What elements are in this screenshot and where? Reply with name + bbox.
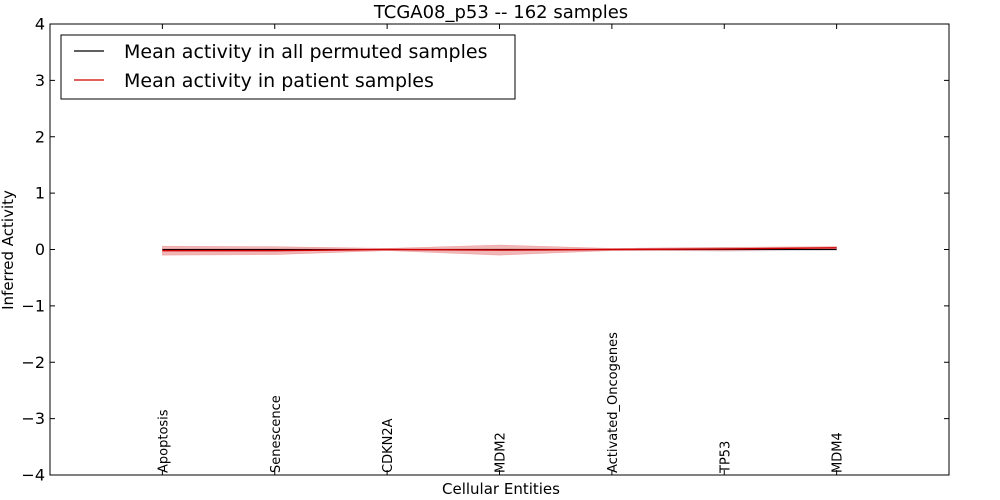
y-tick-label: −4 — [21, 466, 45, 485]
y-axis-ticks: 4 3 2 1 0 −1 −2 −3 −4 — [21, 15, 949, 485]
y-tick-label: 4 — [35, 15, 45, 34]
y-tick-label: −2 — [21, 353, 45, 372]
chart-legend: Mean activity in all permuted samples Me… — [60, 34, 516, 100]
x-tick-label: TP53 — [718, 441, 733, 474]
chart-title: TCGA08_p53 -- 162 samples — [373, 2, 628, 23]
x-tick-label: CDKN2A — [381, 418, 396, 473]
legend-label-permuted: Mean activity in all permuted samples — [124, 41, 487, 63]
x-tick-label: MDM2 — [494, 432, 509, 473]
x-tick-label: Senescence — [269, 395, 284, 473]
x-axis-ticks: Apoptosis Senescence CDKN2A MDM2 Activated_O… — [156, 24, 846, 475]
series-line-patient — [162, 247, 837, 252]
y-tick-label: 0 — [35, 240, 45, 259]
y-tick-label: 1 — [35, 184, 45, 203]
y-tick-label: 2 — [35, 127, 45, 146]
y-tick-label: −3 — [21, 409, 45, 428]
legend-label-patient: Mean activity in patient samples — [124, 70, 434, 92]
series-lines — [162, 247, 837, 252]
x-tick-label: Activated_Oncogenes — [606, 332, 621, 473]
x-axis-label: Cellular Entities — [442, 480, 560, 498]
x-tick-label: MDM4 — [831, 432, 846, 473]
x-tick-label: Apoptosis — [156, 409, 171, 473]
y-tick-label: 3 — [35, 71, 45, 90]
legend-box — [60, 34, 516, 100]
y-tick-label: −1 — [21, 296, 45, 315]
y-axis-label: Inferred Activity — [0, 190, 17, 310]
